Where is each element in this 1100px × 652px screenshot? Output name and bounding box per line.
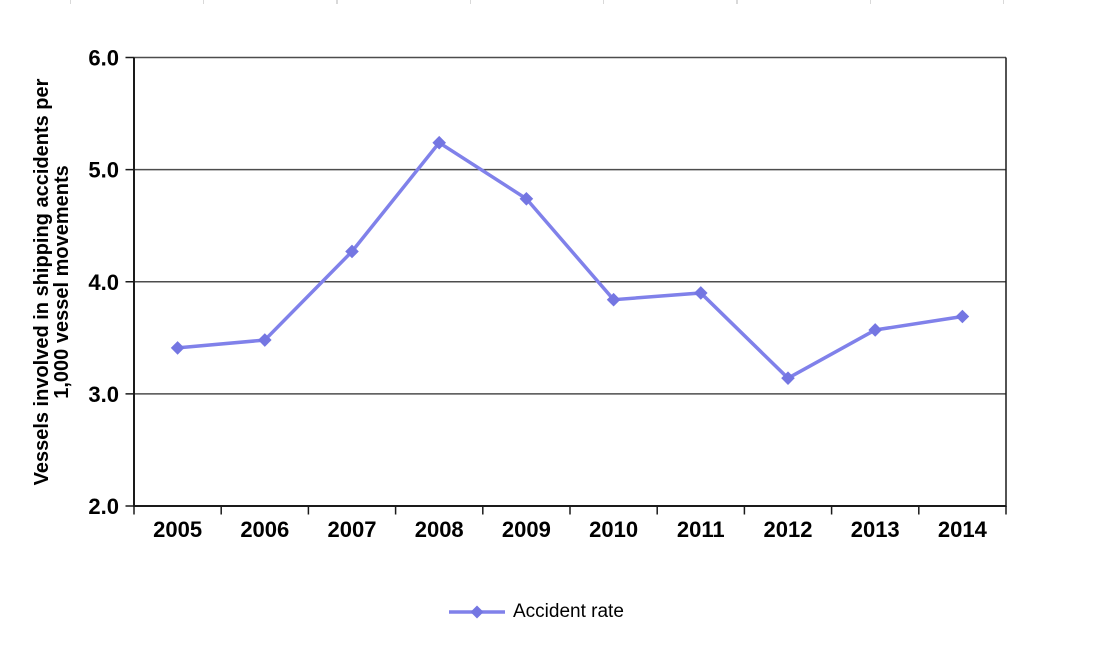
y-tick-label: 4.0 xyxy=(88,270,119,295)
y-tick-label: 2.0 xyxy=(88,494,119,519)
top-edge-tick xyxy=(1002,0,1005,4)
data-point-marker xyxy=(170,341,185,355)
y-axis-title: Vessels involved in shipping accidents p… xyxy=(31,32,74,532)
x-tick-label: 2012 xyxy=(764,517,813,542)
top-edge-tick xyxy=(202,0,205,4)
x-tick-label: 2009 xyxy=(502,517,551,542)
y-axis-title-line1: Vessels involved in shipping accidents p… xyxy=(31,78,53,486)
x-tick-label: 2013 xyxy=(851,517,900,542)
data-point-marker xyxy=(694,286,708,300)
top-edge-tick xyxy=(869,0,872,4)
x-tick-label: 2014 xyxy=(938,517,988,542)
y-tick-label: 6.0 xyxy=(88,46,119,71)
x-tick-label: 2007 xyxy=(328,517,377,542)
legend: Accident rate xyxy=(448,600,624,624)
top-edge-tick xyxy=(336,0,338,4)
y-tick-label: 3.0 xyxy=(88,382,119,407)
top-edge-tick xyxy=(469,0,472,4)
data-point-marker xyxy=(606,292,621,307)
legend-label: Accident rate xyxy=(513,601,624,622)
y-tick-label: 5.0 xyxy=(88,158,119,183)
top-edge-tick xyxy=(69,0,71,4)
top-edge-tick xyxy=(602,0,605,4)
data-point-marker xyxy=(345,244,359,259)
data-point-marker xyxy=(955,309,970,324)
x-tick-label: 2005 xyxy=(153,517,202,542)
legend-marker-icon xyxy=(449,605,505,619)
data-point-marker xyxy=(519,191,534,206)
x-tick-label: 2010 xyxy=(589,517,638,542)
y-axis-title-line2: 1,000 vessel movements xyxy=(51,165,73,399)
x-tick-label: 2008 xyxy=(415,517,464,542)
series-line xyxy=(177,140,963,381)
x-tick-label: 2006 xyxy=(240,517,289,542)
data-point-marker xyxy=(781,371,795,385)
data-point-marker xyxy=(868,323,882,337)
data-point-marker xyxy=(258,333,272,347)
top-edge-tick xyxy=(736,0,738,4)
x-tick-label: 2011 xyxy=(677,517,725,542)
data-point-marker xyxy=(432,135,446,150)
